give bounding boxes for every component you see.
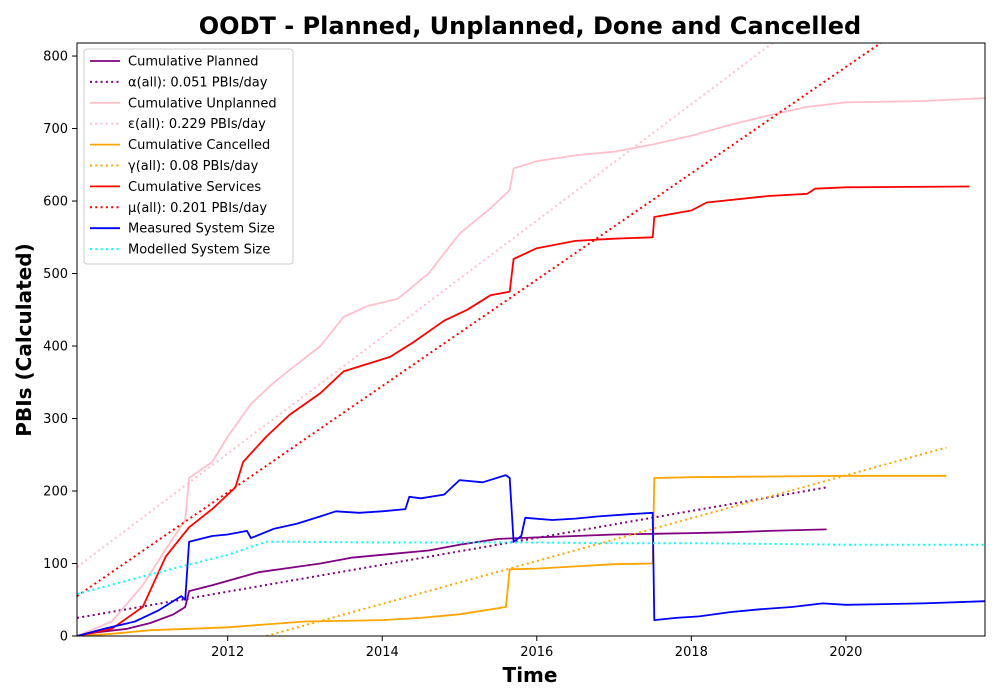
legend-label-0: Cumulative Planned <box>128 55 258 70</box>
legend-label-1: α(all): 0.051 PBIs/day <box>128 75 268 90</box>
y-axis: 0 100 200 300 400 500 600 700 800 <box>43 50 77 645</box>
y-tick-label-6: 600 <box>43 195 68 210</box>
x-tick-label-2: 2016 <box>520 645 553 660</box>
x-tick-label-1: 2014 <box>366 645 399 660</box>
series-line-4 <box>77 474 947 636</box>
legend-label-4: Cumulative Cancelled <box>128 138 270 153</box>
x-tick-label-3: 2018 <box>675 645 708 660</box>
y-tick-label-8: 800 <box>43 50 68 65</box>
y-tick-label-0: 0 <box>60 630 68 645</box>
series-line-2 <box>77 97 985 636</box>
legend-box <box>83 48 294 265</box>
x-tick-label-0: 2012 <box>211 645 244 660</box>
legend-label-2: Cumulative Unplanned <box>128 96 277 111</box>
y-tick-label-4: 400 <box>43 340 68 355</box>
legend: Cumulative Planned α(all): 0.051 PBIs/day… <box>83 48 294 265</box>
legend-label-3: ε(all): 0.229 PBIs/day <box>128 117 266 132</box>
y-tick-label-3: 300 <box>43 412 68 427</box>
series-line-6 <box>77 185 970 636</box>
legend-label-8: Measured System Size <box>128 222 275 237</box>
y-tick-label-1: 100 <box>43 557 68 572</box>
legend-label-9: Modelled System Size <box>128 243 270 258</box>
plot-border <box>76 42 986 637</box>
x-tick-label-4: 2020 <box>829 645 862 660</box>
x-axis: 2012 2014 2016 2018 2020 <box>211 636 862 660</box>
series-line-8 <box>77 474 985 636</box>
y-tick-label-2: 200 <box>43 485 68 500</box>
series-line-7 <box>77 43 882 597</box>
series-line-3 <box>77 43 774 568</box>
y-tick-label-5: 500 <box>43 267 68 282</box>
legend-label-6: Cumulative Services <box>128 180 261 195</box>
legend-label-5: γ(all): 0.08 PBIs/day <box>128 159 259 174</box>
y-tick-label-7: 700 <box>43 122 68 137</box>
series-layer <box>77 43 985 636</box>
chart-title: OODT - Planned, Unplanned, Done and Canc… <box>199 12 861 40</box>
x-axis-label: Time <box>503 663 558 687</box>
legend-label-7: μ(all): 0.201 PBIs/day <box>128 201 267 216</box>
series-line-5 <box>266 446 947 636</box>
y-axis-label: PBIs (Calculated) <box>12 243 36 436</box>
